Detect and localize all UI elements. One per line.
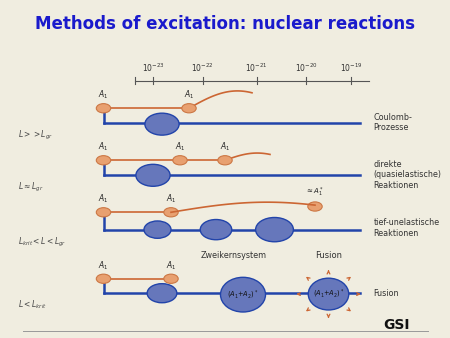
- Circle shape: [173, 155, 187, 165]
- Circle shape: [182, 104, 196, 113]
- Circle shape: [200, 219, 232, 240]
- Text: $L<L_{krit}$: $L<L_{krit}$: [18, 298, 47, 311]
- Circle shape: [256, 217, 293, 242]
- Text: Coulomb-
Prozesse: Coulomb- Prozesse: [374, 113, 412, 132]
- Text: $A_1$: $A_1$: [98, 141, 109, 153]
- Text: $\approx\!A_2^*$: $\approx\!A_2^*$: [265, 222, 284, 237]
- Text: $10^{-20}$: $10^{-20}$: [295, 62, 317, 74]
- Text: $A_1$: $A_1$: [220, 141, 230, 153]
- Circle shape: [144, 221, 171, 238]
- Text: $10^{-23}$: $10^{-23}$: [142, 62, 164, 74]
- Text: $A_1$: $A_1$: [184, 89, 194, 101]
- Text: Zweikernsystem: Zweikernsystem: [201, 251, 267, 260]
- Text: $A_1$: $A_1$: [98, 193, 109, 205]
- Text: $A_1$: $A_1$: [98, 259, 109, 271]
- Text: $A_2$: $A_2$: [156, 287, 168, 299]
- Text: $L\approx L_{gr}$: $L\approx L_{gr}$: [18, 181, 44, 194]
- Circle shape: [96, 155, 111, 165]
- Circle shape: [308, 202, 322, 211]
- Text: $L>>L_{gr}$: $L>>L_{gr}$: [18, 129, 53, 142]
- Text: $\approx A_1^*$: $\approx A_1^*$: [306, 186, 324, 199]
- Text: $L_{krit}<L<L_{gr}$: $L_{krit}<L<L_{gr}$: [18, 236, 67, 249]
- Circle shape: [96, 208, 111, 217]
- Text: $A_2$: $A_2$: [152, 223, 163, 236]
- Circle shape: [218, 155, 232, 165]
- Text: Fusion: Fusion: [374, 289, 399, 298]
- Text: $A_2$: $A_2$: [156, 118, 168, 130]
- Circle shape: [145, 113, 179, 135]
- Text: $10^{-21}$: $10^{-21}$: [245, 62, 268, 74]
- Text: $(A_1{+}A_2)^*$: $(A_1{+}A_2)^*$: [313, 288, 344, 300]
- Circle shape: [96, 104, 111, 113]
- Ellipse shape: [220, 277, 266, 312]
- Circle shape: [147, 284, 177, 303]
- Ellipse shape: [308, 278, 349, 310]
- Text: Methods of excitation: nuclear reactions: Methods of excitation: nuclear reactions: [35, 15, 415, 32]
- Circle shape: [164, 274, 178, 283]
- Text: $10^{-22}$: $10^{-22}$: [191, 62, 214, 74]
- Text: $A_1$: $A_1$: [175, 141, 185, 153]
- Circle shape: [164, 208, 178, 217]
- Text: $A_1$: $A_1$: [166, 193, 176, 205]
- Text: $A_1$: $A_1$: [98, 89, 109, 101]
- Circle shape: [96, 274, 111, 283]
- Text: GSI: GSI: [383, 318, 409, 332]
- Text: $A_1$: $A_1$: [166, 259, 176, 271]
- Text: direkte
(quasielastische)
Reaktionen: direkte (quasielastische) Reaktionen: [374, 160, 441, 190]
- Text: $A_2$: $A_2$: [147, 169, 159, 182]
- Circle shape: [136, 164, 170, 186]
- Text: $(A_1{+}A_2)^*$: $(A_1{+}A_2)^*$: [227, 289, 259, 301]
- Text: tief-unelastische
Reaktionen: tief-unelastische Reaktionen: [374, 218, 440, 238]
- Text: $10^{-19}$: $10^{-19}$: [340, 62, 362, 74]
- Text: Fusion: Fusion: [315, 251, 342, 260]
